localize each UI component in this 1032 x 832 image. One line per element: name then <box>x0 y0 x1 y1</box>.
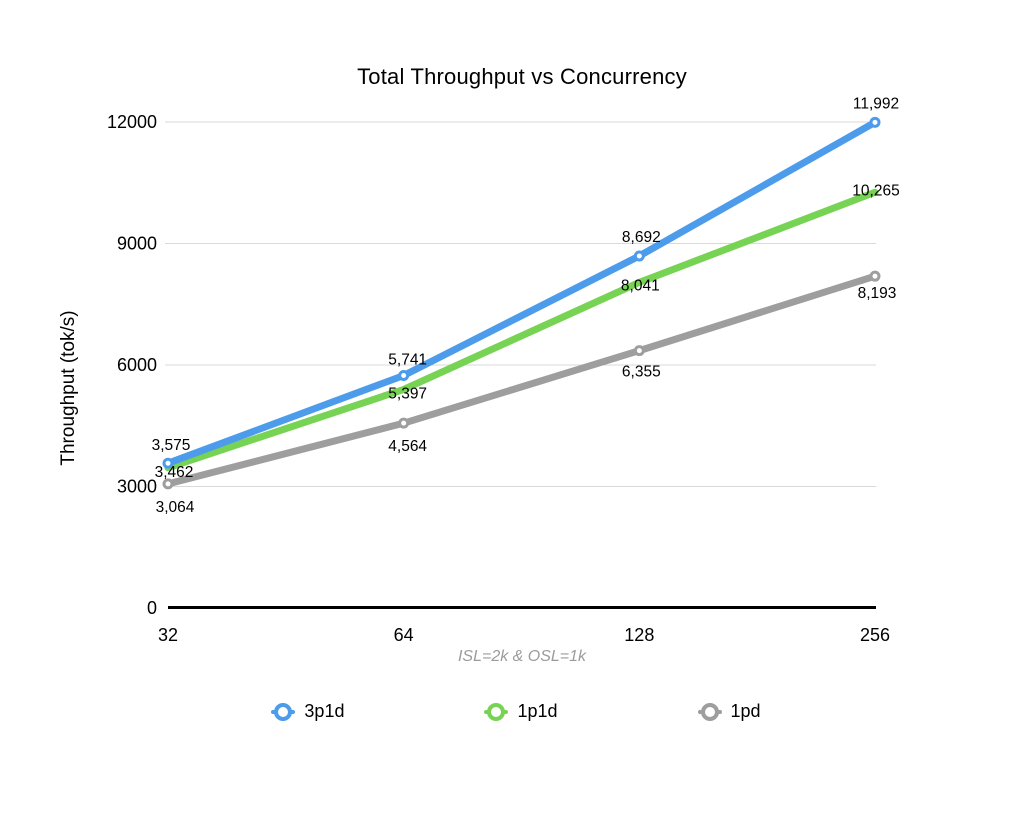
series-line-1pd <box>164 272 879 488</box>
y-tick-label: 12000 <box>107 112 157 132</box>
data-point-1pd <box>162 478 174 490</box>
data-label-1p1d: 8,041 <box>621 277 660 294</box>
data-label-3p1d: 5,741 <box>388 351 427 368</box>
legend-item-1pd[interactable]: 1pd <box>697 701 761 722</box>
chart-caption: ISL=2k & OSL=1k <box>457 648 587 665</box>
data-label-1pd: 3,064 <box>156 499 195 516</box>
x-tick-label: 128 <box>624 625 654 645</box>
data-label-1p1d: 5,397 <box>388 385 427 402</box>
data-label-1pd: 8,193 <box>858 285 897 302</box>
series-line-1p1d <box>164 188 879 472</box>
y-tick-label: 0 <box>147 598 157 618</box>
y-tick-label: 9000 <box>117 234 157 254</box>
legend-label-1pd: 1pd <box>730 701 761 721</box>
data-point-3p1d <box>869 116 881 128</box>
y-tick-label: 3000 <box>117 477 157 497</box>
legend-marker-1pd-icon <box>697 702 722 721</box>
data-point-1pd <box>633 345 645 357</box>
data-label-3p1d: 3,575 <box>152 437 191 454</box>
legend-label-3p1d: 3p1d <box>304 701 345 721</box>
x-tick-label: 32 <box>158 625 178 645</box>
data-label-1p1d: 10,265 <box>852 182 899 199</box>
series-line-3p1d <box>164 118 879 467</box>
data-label-3p1d: 11,992 <box>853 95 899 112</box>
legend-marker-1p1d-icon <box>484 702 509 721</box>
legend-label-1p1d: 1p1d <box>517 701 558 721</box>
chart-title: Total Throughput vs Concurrency <box>357 64 687 89</box>
data-label-3p1d: 8,692 <box>622 229 661 246</box>
y-axis-title: Throughput (tok/s) <box>58 310 79 465</box>
data-label-1pd: 4,564 <box>388 438 427 455</box>
data-label-1p1d: 3,462 <box>155 464 194 481</box>
x-tick-label: 64 <box>394 625 414 645</box>
data-point-3p1d <box>398 369 410 381</box>
x-tick-label: 256 <box>860 625 890 645</box>
legend-item-1p1d[interactable]: 1p1d <box>484 701 558 722</box>
legend-item-3p1d[interactable]: 3p1d <box>271 701 344 722</box>
legend-marker-3p1d-icon <box>271 702 296 721</box>
data-point-1pd <box>398 417 410 429</box>
data-point-3p1d <box>162 457 174 469</box>
data-label-1pd: 6,355 <box>622 364 661 381</box>
data-point-1pd <box>869 270 881 282</box>
y-tick-label: 6000 <box>117 355 157 375</box>
data-point-3p1d <box>633 250 645 262</box>
legend: 3p1d 1p1d 1pd <box>0 701 1032 722</box>
